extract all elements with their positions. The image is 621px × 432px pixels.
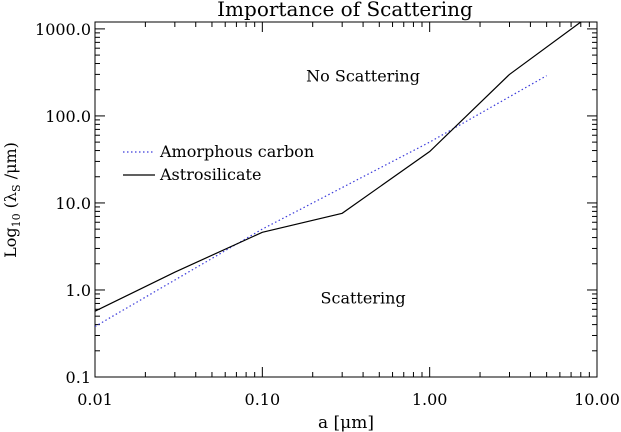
x-tick-label: 0.10 [245, 390, 281, 409]
annotation-label: No Scattering [306, 66, 420, 85]
chart-title: Importance of Scattering [217, 0, 473, 21]
x-tick-label: 10.00 [574, 390, 620, 409]
annotation-label: Scattering [321, 288, 406, 307]
y-axis: 0.1 1.0 10.0 100.0 1000.0 [35, 20, 597, 387]
plot-frame [94, 21, 598, 378]
y-tick-label: 1.0 [66, 281, 91, 300]
plot-area: 0.1 1.0 10.0 100.0 1000.0 0.01 0.10 1.00 10.00 [35, 20, 620, 409]
y-tick-label: 100.0 [45, 107, 91, 126]
x-tick-label: 0.01 [77, 390, 113, 409]
series-line-amorphous-carbon [95, 75, 547, 328]
x-tick-label: 1.00 [412, 390, 448, 409]
y-axis-label-sub: 10 [10, 213, 23, 227]
x-axis-label: a [μm] [318, 413, 374, 432]
y-axis-label-mid: (λ [1, 192, 20, 213]
y-axis-label-prefix: Log [1, 227, 20, 258]
series-line-astrosilicate [95, 22, 582, 312]
y-tick-label: 10.0 [55, 194, 91, 213]
annotations: No Scattering Scattering [306, 66, 420, 307]
y-axis-label-sub2: S [10, 184, 23, 192]
y-axis-label-suffix: /μm) [1, 142, 20, 184]
legend: Amorphous carbon Astrosilicate [123, 142, 314, 184]
y-tick-label: 1000.0 [35, 20, 91, 39]
legend-label: Astrosilicate [159, 165, 261, 184]
series-layer [95, 22, 582, 328]
y-axis-label: Log10 (λS /μm) [1, 142, 23, 258]
y-tick-label: 0.1 [66, 368, 91, 387]
x-axis: 0.01 0.10 1.00 10.00 [77, 22, 620, 409]
legend-label: Amorphous carbon [159, 142, 314, 161]
